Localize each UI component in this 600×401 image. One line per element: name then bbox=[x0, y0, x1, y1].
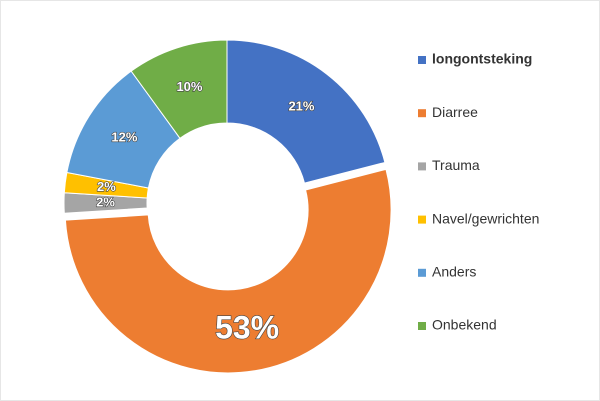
value-label: 12% bbox=[111, 129, 137, 144]
value-label: 53% bbox=[215, 309, 279, 345]
legend-swatch bbox=[418, 268, 426, 277]
legend-swatch bbox=[418, 322, 426, 330]
value-label: 21% bbox=[288, 98, 314, 113]
slice bbox=[64, 168, 392, 374]
value-label: 10% bbox=[176, 79, 202, 94]
slice bbox=[130, 39, 228, 139]
legend: longontsteking Diarree Trauma Navel/gewrich… bbox=[418, 51, 539, 333]
legend-swatch bbox=[418, 215, 426, 224]
donut bbox=[63, 39, 392, 374]
value-label: 2% bbox=[97, 179, 116, 194]
legend-label: longontsteking bbox=[432, 51, 532, 67]
legend-label: Onbekend bbox=[432, 317, 497, 333]
legend-label: Anders bbox=[432, 264, 476, 280]
slice bbox=[226, 39, 386, 184]
value-label: 2% bbox=[96, 194, 115, 209]
legend-label: Trauma bbox=[432, 157, 480, 173]
value-labels: 21% 53% 2%2% 12% 10% bbox=[96, 78, 316, 346]
legend-swatch bbox=[418, 56, 426, 64]
legend-label: Navel/gewrichten bbox=[432, 210, 539, 226]
legend-swatch bbox=[418, 162, 426, 171]
legend-swatch bbox=[418, 109, 426, 118]
legend-label: Diarree bbox=[432, 104, 478, 120]
